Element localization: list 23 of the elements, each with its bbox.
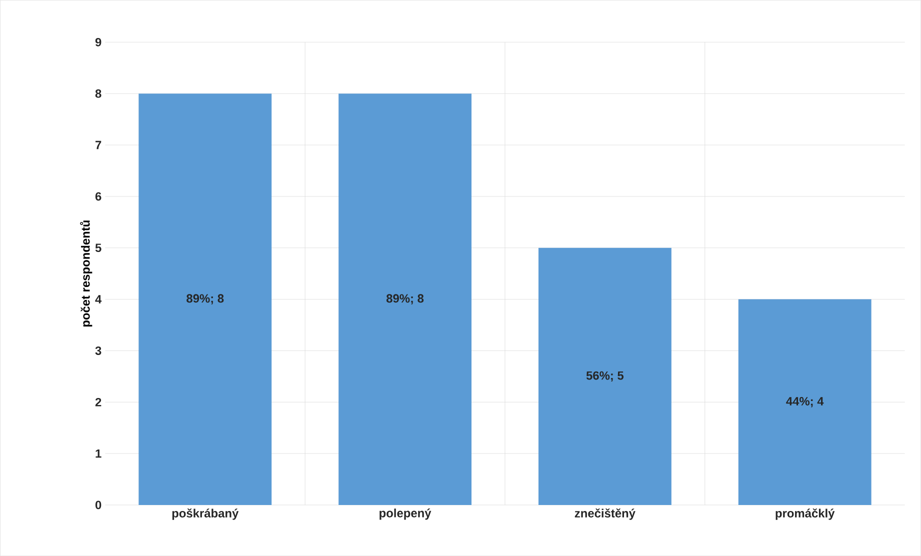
bar [138,94,272,505]
data-label: 44%; 4 [786,396,824,408]
x-tick-label: polepený [380,508,432,520]
bar [338,94,472,505]
y-tick-label: 3 [95,346,102,355]
data-label: 89%; 8 [186,294,224,304]
bar [538,248,672,505]
bar [738,299,872,505]
y-tick-label: 8 [95,89,102,98]
data-label: 56%; 5 [586,371,624,382]
y-tick-label: 2 [95,398,102,406]
y-axis-title: počet respondentů [80,220,92,326]
y-tick-label: 4 [95,295,102,304]
y-tick-label: 0 [95,500,102,510]
x-tick-label: promáčklý [776,508,835,520]
data-label: 89%; 8 [386,294,424,304]
y-tick-label: 1 [96,449,102,458]
y-tick-label: 5 [95,244,102,252]
x-tick-label: poškrábaný [172,508,239,520]
y-tick-label: 7 [96,140,102,150]
y-tick-label: 6 [95,192,102,201]
x-tick-label: znečištěný [574,508,636,520]
y-tick-label: 9 [95,38,102,46]
